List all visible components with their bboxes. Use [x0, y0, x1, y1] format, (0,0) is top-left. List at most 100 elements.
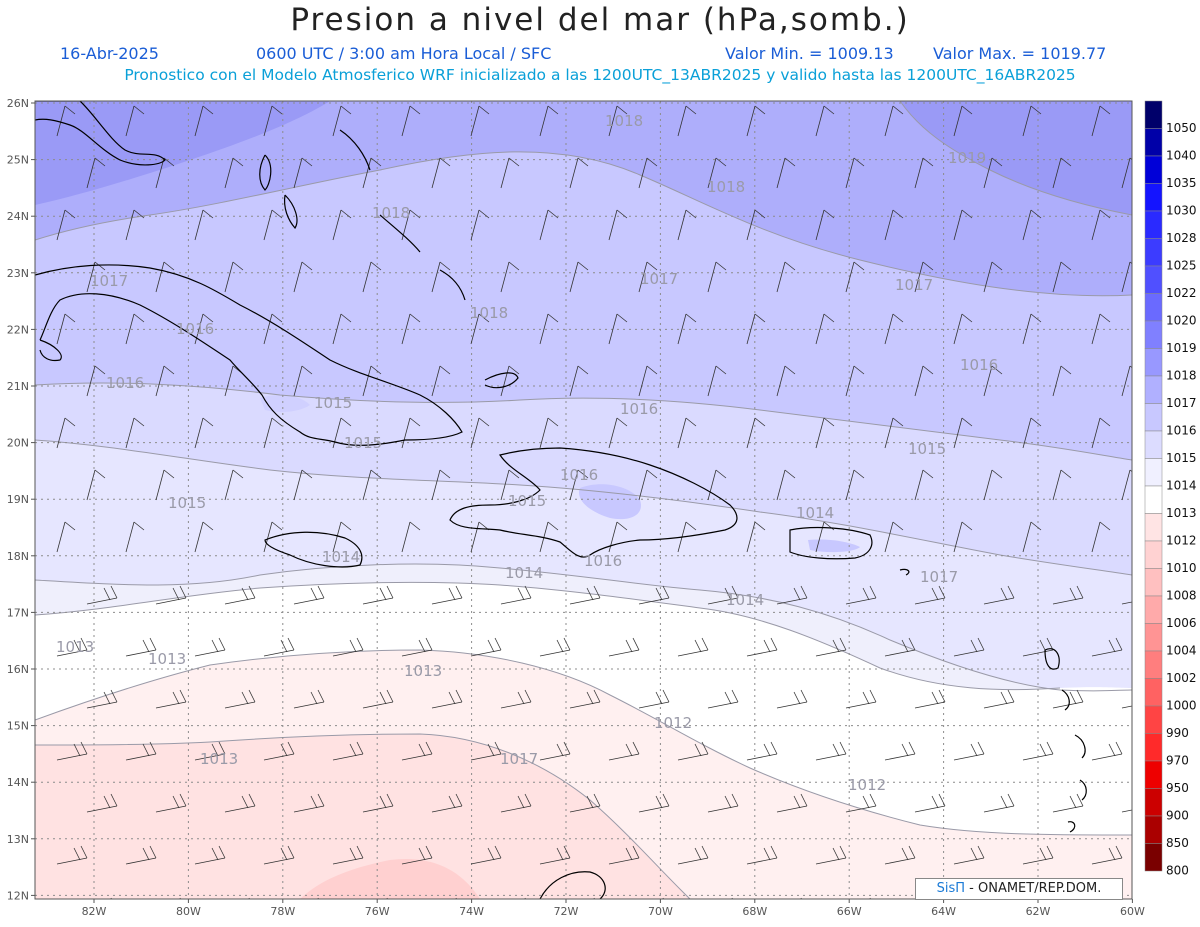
wind-barb	[746, 741, 778, 761]
wind-barb	[845, 793, 877, 813]
wind-barb	[677, 105, 697, 137]
shade-1019-west	[35, 101, 330, 205]
wind-barb	[707, 261, 727, 293]
map-title: Presion a nivel del mar (hPa,somb.)	[290, 2, 910, 38]
coast-lesser-antilles-2	[1061, 689, 1070, 711]
wind-barb	[983, 261, 1003, 293]
colorbar-label: 1030	[1166, 204, 1197, 218]
wind-barb	[125, 845, 157, 865]
wind-barb	[983, 793, 1015, 813]
wind-barb	[776, 157, 796, 189]
colorbar-label: 990	[1166, 726, 1189, 740]
wind-barb	[332, 637, 364, 657]
colorbar-swatch	[1144, 183, 1163, 212]
wind-barb	[293, 261, 313, 293]
wind-barb	[293, 689, 325, 709]
contour-label: 1013	[56, 638, 94, 656]
contour-label: 1015	[908, 440, 946, 458]
colorbar-swatch	[1144, 210, 1163, 239]
contour-label: 1012	[848, 776, 886, 794]
contour-label: 1018	[707, 178, 745, 196]
shade-1019	[35, 101, 1132, 215]
wind-barb	[86, 689, 118, 709]
shade-1011	[35, 734, 690, 899]
wind-barb	[884, 417, 904, 449]
wind-barb	[815, 741, 847, 761]
wind-barb	[608, 741, 640, 761]
colorbar-swatch	[1144, 540, 1163, 569]
wind-barb	[1052, 261, 1072, 293]
wind-barb	[707, 585, 739, 605]
wind-barb	[1121, 601, 1132, 605]
wind-barb	[800, 897, 802, 899]
wind-barb	[56, 637, 88, 657]
wind-barb	[638, 365, 658, 397]
wind-barb	[155, 261, 175, 293]
wind-barb	[914, 585, 946, 605]
colorbar-swatch	[1144, 128, 1163, 157]
wind-barb	[332, 209, 352, 241]
wind-barb	[746, 521, 766, 553]
wind-barb	[332, 105, 352, 137]
wind-barb	[56, 521, 76, 553]
wind-barb	[914, 689, 946, 709]
wind-barb	[1091, 521, 1111, 553]
colorbar-label: 1050	[1166, 121, 1197, 135]
wind-barb	[1052, 793, 1084, 813]
coast-lesser-antilles-4	[1079, 779, 1087, 801]
wind-barb	[539, 521, 559, 553]
wind-barb	[569, 585, 601, 605]
shade-1017-isl	[260, 394, 310, 413]
colorbar-swatch	[1144, 568, 1163, 597]
contour-label: 1015	[314, 394, 352, 412]
coast-cuba	[35, 264, 463, 446]
wind-barb	[401, 741, 433, 761]
wind-barb	[56, 105, 76, 137]
wind-barb	[845, 261, 865, 293]
shade-1017-hisp	[579, 484, 641, 520]
wind-barb	[470, 209, 490, 241]
wind-barb	[1052, 365, 1072, 397]
colorbar-label: 1002	[1166, 671, 1197, 685]
colorbar-label: 1028	[1166, 231, 1197, 245]
colorbar-label: 1014	[1166, 479, 1197, 493]
shade-1017-pr	[808, 539, 860, 553]
colorbar-swatch	[1144, 430, 1163, 459]
wind-barb	[953, 209, 973, 241]
contour-label: 1017	[500, 750, 538, 768]
contour-label: 1017	[640, 270, 678, 288]
time-info: 0600 UTC / 3:00 am Hora Local / SFC	[256, 44, 552, 63]
wind-barb	[125, 417, 145, 449]
lat-label: 23N	[7, 267, 29, 280]
coast-south-america	[539, 871, 606, 899]
coast-bahamas-2	[283, 194, 298, 230]
wind-barb	[776, 365, 796, 397]
wind-barb	[677, 845, 709, 865]
colorbar-label: 800	[1166, 864, 1189, 878]
wind-barb	[707, 689, 739, 709]
coast-bahamas-3	[339, 129, 371, 171]
wind-barb	[1121, 705, 1132, 709]
wind-barb	[677, 417, 697, 449]
contour-label: 1014	[505, 564, 543, 582]
wind-barb	[569, 469, 589, 501]
wind-barb	[707, 469, 727, 501]
wind-barb	[845, 585, 877, 605]
wind-barb	[224, 469, 244, 501]
wind-barb	[746, 845, 778, 865]
wind-barb	[125, 741, 157, 761]
wind-barb	[125, 209, 145, 241]
wind-barb	[155, 793, 187, 813]
wind-barb	[746, 105, 766, 137]
colorbar-swatch	[1144, 155, 1163, 184]
contour-label: 1018	[372, 204, 410, 222]
wind-barb	[539, 637, 571, 657]
lat-label: 26N	[7, 97, 29, 110]
wind-barb	[263, 313, 283, 345]
lat-label: 24N	[7, 210, 29, 223]
contour-label: 1019	[948, 149, 986, 167]
wind-barb	[953, 741, 985, 761]
lon-label: 78W	[270, 905, 295, 918]
lon-label: 76W	[365, 905, 390, 918]
wind-barb	[1091, 845, 1123, 865]
